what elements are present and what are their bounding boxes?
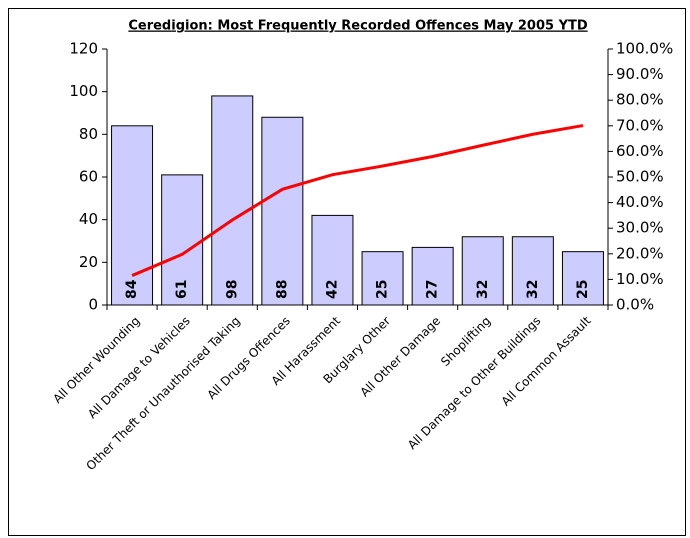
y-tick-label: 0 xyxy=(88,296,98,314)
bar xyxy=(511,236,554,306)
y2-tick-label: 80.0% xyxy=(616,91,664,109)
y2-tick-label: 40.0% xyxy=(616,193,664,211)
bar xyxy=(161,174,204,306)
bar xyxy=(261,116,304,306)
y-tick-label: 120 xyxy=(69,40,98,58)
data-label: 84 xyxy=(124,279,140,299)
y-tick-label: 60 xyxy=(79,168,98,186)
chart-title: Ceredigion: Most Frequently Recorded Off… xyxy=(128,19,588,34)
data-label: 32 xyxy=(525,280,541,299)
y2-tick-label: 10.0% xyxy=(616,270,664,288)
bar xyxy=(311,214,354,306)
y2-tick-label: 60.0% xyxy=(616,142,664,160)
y-tick-label: 20 xyxy=(79,253,98,271)
y-tick-label: 40 xyxy=(79,210,98,228)
y2-tick-label: 30.0% xyxy=(616,219,664,237)
data-label: 32 xyxy=(475,280,491,299)
y-tick-label: 100 xyxy=(69,82,98,100)
data-label: 25 xyxy=(375,280,391,299)
y2-tick-label: 100.0% xyxy=(616,40,673,58)
bar xyxy=(461,236,504,306)
y2-tick-label: 90.0% xyxy=(616,65,664,83)
bar xyxy=(411,246,454,306)
y2-tick-label: 0.0% xyxy=(616,296,654,314)
bar xyxy=(211,95,254,306)
data-label: 88 xyxy=(274,280,290,299)
data-label: 27 xyxy=(425,280,441,299)
bar xyxy=(561,251,604,306)
data-label: 25 xyxy=(575,280,591,299)
y2-tick-label: 20.0% xyxy=(616,244,664,262)
cumulative-line xyxy=(131,124,584,277)
y-tick-label: 80 xyxy=(79,125,98,143)
y2-tick-label: 50.0% xyxy=(616,168,664,186)
data-label: 61 xyxy=(174,280,190,299)
data-label: 98 xyxy=(224,280,240,299)
bar xyxy=(111,125,154,306)
y2-tick-label: 70.0% xyxy=(616,116,664,134)
bar xyxy=(361,251,404,306)
data-label: 42 xyxy=(324,280,340,299)
